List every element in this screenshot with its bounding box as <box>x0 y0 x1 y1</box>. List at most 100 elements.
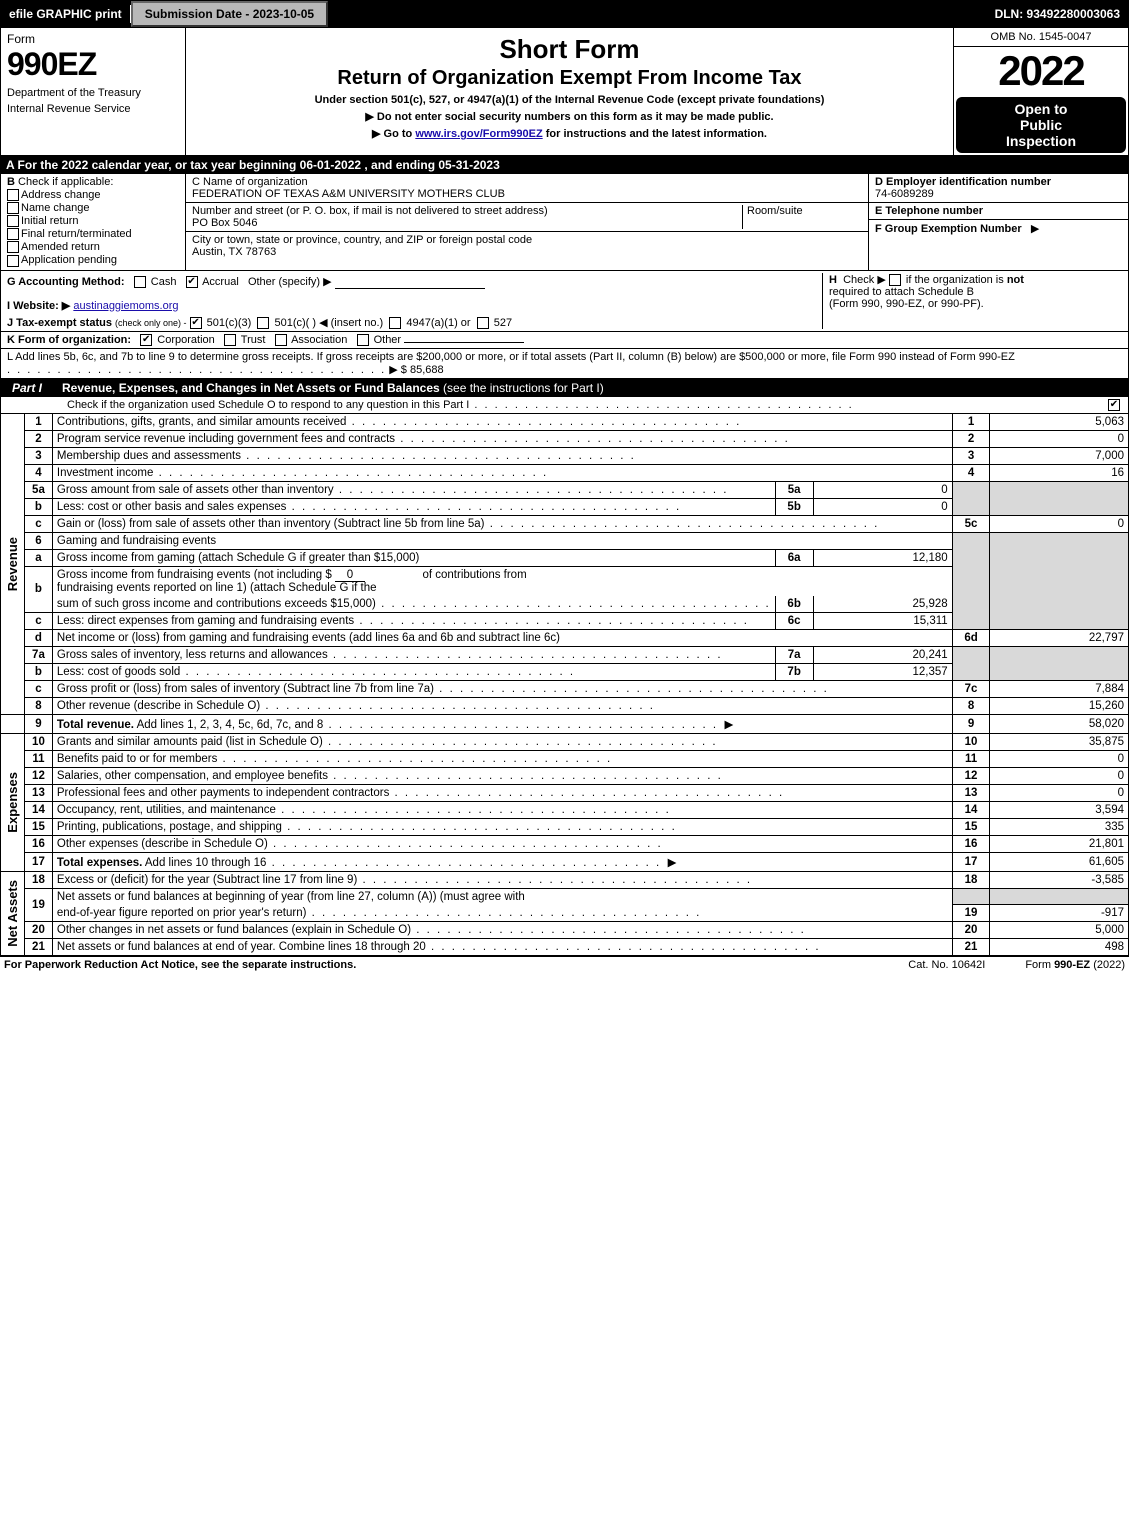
other-method-input[interactable] <box>335 273 485 289</box>
line-k: K Form of organization: Corporation Trus… <box>0 332 1129 349</box>
form-header: Form 990EZ Department of the Treasury In… <box>0 28 1129 156</box>
form-number: 990EZ <box>7 46 179 83</box>
dept-line-1: Department of the Treasury <box>7 87 179 99</box>
box-c: C Name of organization FEDERATION OF TEX… <box>186 174 868 270</box>
chk-application-pending[interactable]: Application pending <box>7 254 179 266</box>
submission-date-button[interactable]: Submission Date - 2023-10-05 <box>131 1 328 27</box>
subtitle: Under section 501(c), 527, or 4947(a)(1)… <box>192 94 947 106</box>
chk-other-org[interactable] <box>357 334 369 346</box>
line-21-value: 498 <box>990 939 1129 956</box>
line-6c-value: 15,311 <box>813 612 952 629</box>
dept-line-2: Internal Revenue Service <box>7 103 179 115</box>
chk-trust[interactable] <box>224 334 236 346</box>
cat-number: Cat. No. 10642I <box>908 959 985 971</box>
line-4-value: 16 <box>990 464 1129 481</box>
title-block: Short Form Return of Organization Exempt… <box>186 28 953 155</box>
box-e: E Telephone number <box>869 203 1128 220</box>
line-5b-value: 0 <box>813 498 952 515</box>
chk-schedule-o[interactable] <box>1108 399 1120 411</box>
form-word: Form <box>7 32 179 46</box>
box-f: F Group Exemption Number ▶ <box>869 220 1128 270</box>
paperwork-notice: For Paperwork Reduction Act Notice, see … <box>4 959 868 971</box>
line-7a-value: 20,241 <box>813 646 952 663</box>
street-value: PO Box 5046 <box>192 217 742 229</box>
form-id-block: Form 990EZ Department of the Treasury In… <box>1 28 186 155</box>
section-bcdef: B Check if applicable: Address change Na… <box>0 174 1129 271</box>
chk-corporation[interactable] <box>140 334 152 346</box>
line-16-value: 21,801 <box>990 835 1129 852</box>
line-h: H Check ▶ if the organization is not req… <box>822 273 1122 329</box>
line-6d-value: 22,797 <box>990 629 1129 646</box>
chk-name-change[interactable]: Name change <box>7 202 179 214</box>
col-def: D Employer identification number 74-6089… <box>868 174 1128 270</box>
line-14-value: 3,594 <box>990 801 1129 818</box>
ssn-warning: ▶ Do not enter social security numbers o… <box>192 110 947 123</box>
line-10-value: 35,875 <box>990 733 1129 750</box>
city-value: Austin, TX 78763 <box>192 246 532 258</box>
part-1-table: Revenue 1 Contributions, gifts, grants, … <box>0 414 1129 957</box>
city-label: City or town, state or province, country… <box>192 234 532 246</box>
omb-number: OMB No. 1545-0047 <box>954 28 1128 47</box>
chk-association[interactable] <box>275 334 287 346</box>
short-form-title: Short Form <box>192 34 947 65</box>
line-20-value: 5,000 <box>990 922 1129 939</box>
line-18-value: -3,585 <box>990 871 1129 888</box>
chk-address-change[interactable]: Address change <box>7 189 179 201</box>
chk-501c[interactable] <box>257 317 269 329</box>
street-label: Number and street (or P. O. box, if mail… <box>192 205 742 217</box>
line-i-label: I Website: ▶ <box>7 300 70 312</box>
chk-501c3[interactable] <box>190 317 202 329</box>
part-1-check-line: Check if the organization used Schedule … <box>0 397 1129 414</box>
org-name-value: FEDERATION OF TEXAS A&M UNIVERSITY MOTHE… <box>192 188 862 200</box>
gross-receipts-value: 85,688 <box>410 364 444 376</box>
chk-cash[interactable] <box>134 276 146 288</box>
line-7b-value: 12,357 <box>813 663 952 680</box>
line-l: L Add lines 5b, 6c, and 7b to line 9 to … <box>0 349 1129 379</box>
net-assets-side-label: Net Assets <box>1 871 25 956</box>
line-9-value: 58,020 <box>990 714 1129 733</box>
tax-year: 2022 <box>954 47 1128 95</box>
line-17-value: 61,605 <box>990 852 1129 871</box>
chk-h[interactable] <box>889 274 901 286</box>
line-11-value: 0 <box>990 750 1129 767</box>
line-3-value: 7,000 <box>990 447 1129 464</box>
part-1-tab: Part I <box>0 379 54 397</box>
line-1-value: 5,063 <box>990 414 1129 431</box>
open-to-public-badge: Open to Public Inspection <box>956 97 1126 153</box>
chk-accrual[interactable] <box>186 276 198 288</box>
website-link[interactable]: austinaggiemoms.org <box>73 300 178 312</box>
main-title: Return of Organization Exempt From Incom… <box>192 67 947 90</box>
form-ref: Form 990-EZ (2022) <box>1025 959 1125 971</box>
line-7c-value: 7,884 <box>990 680 1129 697</box>
line-13-value: 0 <box>990 784 1129 801</box>
line-6b-value: 25,928 <box>813 596 952 613</box>
chk-initial-return[interactable]: Initial return <box>7 215 179 227</box>
chk-4947[interactable] <box>389 317 401 329</box>
line-5a-value: 0 <box>813 481 952 498</box>
line-a: A For the 2022 calendar year, or tax yea… <box>0 156 1129 174</box>
part-1-header: Part I Revenue, Expenses, and Changes in… <box>0 379 1129 397</box>
revenue-side-label: Revenue <box>1 414 25 715</box>
box-b: B Check if applicable: Address change Na… <box>1 174 186 270</box>
line-8-value: 15,260 <box>990 697 1129 714</box>
line-5c-value: 0 <box>990 515 1129 532</box>
top-bar: efile GRAPHIC print Submission Date - 20… <box>0 0 1129 28</box>
chk-amended-return[interactable]: Amended return <box>7 241 179 253</box>
page-footer: For Paperwork Reduction Act Notice, see … <box>0 956 1129 973</box>
line-2-value: 0 <box>990 430 1129 447</box>
chk-527[interactable] <box>477 317 489 329</box>
line-j: J Tax-exempt status (check only one) - 5… <box>7 316 816 329</box>
org-name-label: C Name of organization <box>192 176 862 188</box>
line-12-value: 0 <box>990 767 1129 784</box>
right-header-block: OMB No. 1545-0047 2022 Open to Public In… <box>953 28 1128 155</box>
line-19-value: -917 <box>990 905 1129 922</box>
expenses-side-label: Expenses <box>1 733 25 871</box>
gh-block: G Accounting Method: Cash Accrual Other … <box>0 271 1129 332</box>
line-g: G Accounting Method: Cash Accrual Other … <box>7 273 816 329</box>
dln-label: DLN: 93492280003063 <box>987 5 1128 23</box>
chk-final-return[interactable]: Final return/terminated <box>7 228 179 240</box>
line-15-value: 335 <box>990 818 1129 835</box>
line-6b-contrib: 0 <box>335 569 365 582</box>
line-6a-value: 12,180 <box>813 549 952 566</box>
irs-link[interactable]: www.irs.gov/Form990EZ <box>415 128 542 140</box>
